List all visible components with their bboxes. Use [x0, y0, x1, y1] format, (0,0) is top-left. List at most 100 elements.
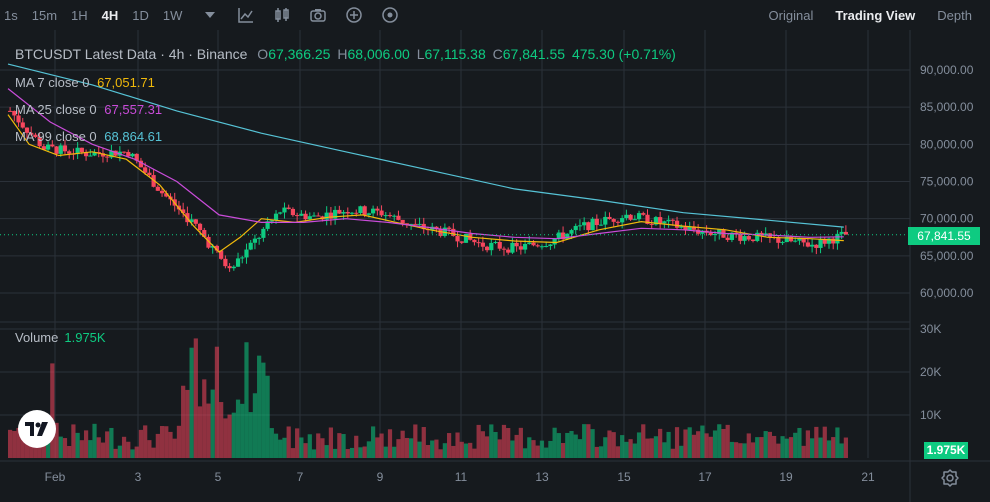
volume-bar [687, 427, 692, 458]
volume-bar [767, 431, 772, 458]
volume-bar [818, 437, 823, 458]
candle-body [493, 241, 498, 243]
volume-bar [307, 434, 312, 458]
volume-bar [265, 375, 270, 458]
target-icon[interactable] [382, 7, 399, 23]
candle-body [24, 127, 30, 133]
candle-body [649, 223, 654, 225]
volume-bar [514, 434, 519, 458]
candle-body [552, 239, 557, 245]
ma7-label: MA 7 close 0 [15, 75, 90, 90]
candle-type-icon[interactable] [274, 7, 290, 23]
price-chart[interactable]: 60,000.00 65,000.00 70,000.00 75,000.00 80,0… [0, 30, 990, 502]
candle-body [729, 232, 735, 240]
volume-bar [88, 440, 93, 458]
gear-icon[interactable] [940, 468, 960, 488]
volume-bar [121, 436, 127, 458]
volume-bar [434, 439, 439, 458]
time-tick-label: 13 [535, 470, 549, 484]
time-tick-label: 11 [455, 470, 468, 484]
candle-body [130, 153, 135, 157]
candle-body [383, 215, 388, 217]
timeframe-4h[interactable]: 4H [101, 7, 119, 23]
price-tick-label: 65,000.00 [920, 249, 974, 263]
candle-body [75, 147, 80, 155]
volume-bar [455, 432, 460, 458]
candle-body [92, 152, 97, 156]
volume-bar [611, 432, 616, 458]
candle-body [556, 232, 561, 240]
time-tick-label: 3 [135, 470, 142, 484]
candle-body [33, 134, 38, 137]
candle-body [793, 240, 798, 242]
candle-body [822, 238, 827, 244]
timeframe-1s[interactable]: 1s [4, 7, 18, 23]
volume-bar [126, 441, 131, 458]
candle-body [814, 244, 819, 248]
candle-body [138, 160, 144, 168]
candle-body [189, 219, 194, 223]
candle-body [594, 218, 599, 226]
volume-bar [311, 449, 317, 458]
tab-original[interactable]: Original [768, 7, 814, 23]
candle-body [480, 242, 485, 247]
volume-bar [151, 447, 156, 458]
ma7-legend[interactable]: MA 7 close 0 67,051.71 [15, 75, 155, 90]
ma99-legend[interactable]: MA 99 close 0 68,864.61 [15, 129, 162, 144]
camera-icon[interactable] [310, 7, 327, 23]
volume-bar [472, 448, 477, 458]
candle-body [645, 214, 650, 224]
volume-bar [577, 439, 583, 458]
view-tabs: Original Trading View Depth [769, 0, 972, 30]
volume-bar [257, 355, 262, 458]
tab-trading-view[interactable]: Trading View [835, 7, 916, 23]
candle-body [333, 209, 338, 219]
candle-body [100, 153, 106, 157]
volume-bar [362, 446, 367, 458]
volume-bar [96, 437, 101, 458]
candle-body [181, 209, 186, 214]
open-value: 67,366.25 [268, 46, 331, 62]
tradingview-logo-icon[interactable] [18, 410, 56, 448]
volume-bar [214, 346, 220, 458]
volume-bar [662, 442, 667, 458]
volume-bar [252, 393, 258, 458]
volume-bar [248, 412, 253, 458]
candle-body [147, 172, 152, 176]
volume-bar [696, 431, 701, 458]
volume-bar [746, 433, 751, 458]
volume-bar [375, 437, 380, 458]
candle-body [615, 221, 621, 223]
ma25-label: MA 25 close 0 [15, 102, 97, 117]
volume-bar [704, 433, 709, 458]
candle-body [324, 212, 329, 220]
candle-body [197, 223, 203, 231]
timeframe-1h[interactable]: 1H [71, 7, 88, 23]
timeframe-1d[interactable]: 1D [132, 7, 149, 23]
volume-bar [227, 414, 232, 458]
candle-body [624, 214, 629, 219]
candle-body [569, 230, 574, 234]
timeframe-15m[interactable]: 15m [31, 7, 58, 23]
volume-bar [531, 440, 536, 458]
volume-bar [780, 436, 785, 458]
volume-bar [240, 403, 245, 458]
volume-bar [620, 435, 625, 458]
volume-bar [366, 441, 371, 458]
tab-depth[interactable]: Depth [937, 7, 972, 23]
indicator-icon[interactable] [238, 7, 254, 23]
volume-bar [624, 441, 629, 458]
plus-circle-icon[interactable] [346, 7, 363, 23]
volume-bar [349, 447, 355, 458]
candle-body [41, 146, 46, 150]
timeframe-1w[interactable]: 1W [162, 7, 183, 23]
candle-body [442, 227, 447, 236]
chevron-down-icon[interactable] [202, 7, 218, 23]
candle-body [417, 223, 422, 225]
candle-body [29, 132, 34, 135]
volume-bar [328, 427, 334, 458]
close-key: C [492, 46, 503, 62]
volume-bar [641, 424, 646, 458]
ma7-value: 67,051.71 [97, 75, 155, 90]
ma25-legend[interactable]: MA 25 close 0 67,557.31 [15, 102, 162, 117]
